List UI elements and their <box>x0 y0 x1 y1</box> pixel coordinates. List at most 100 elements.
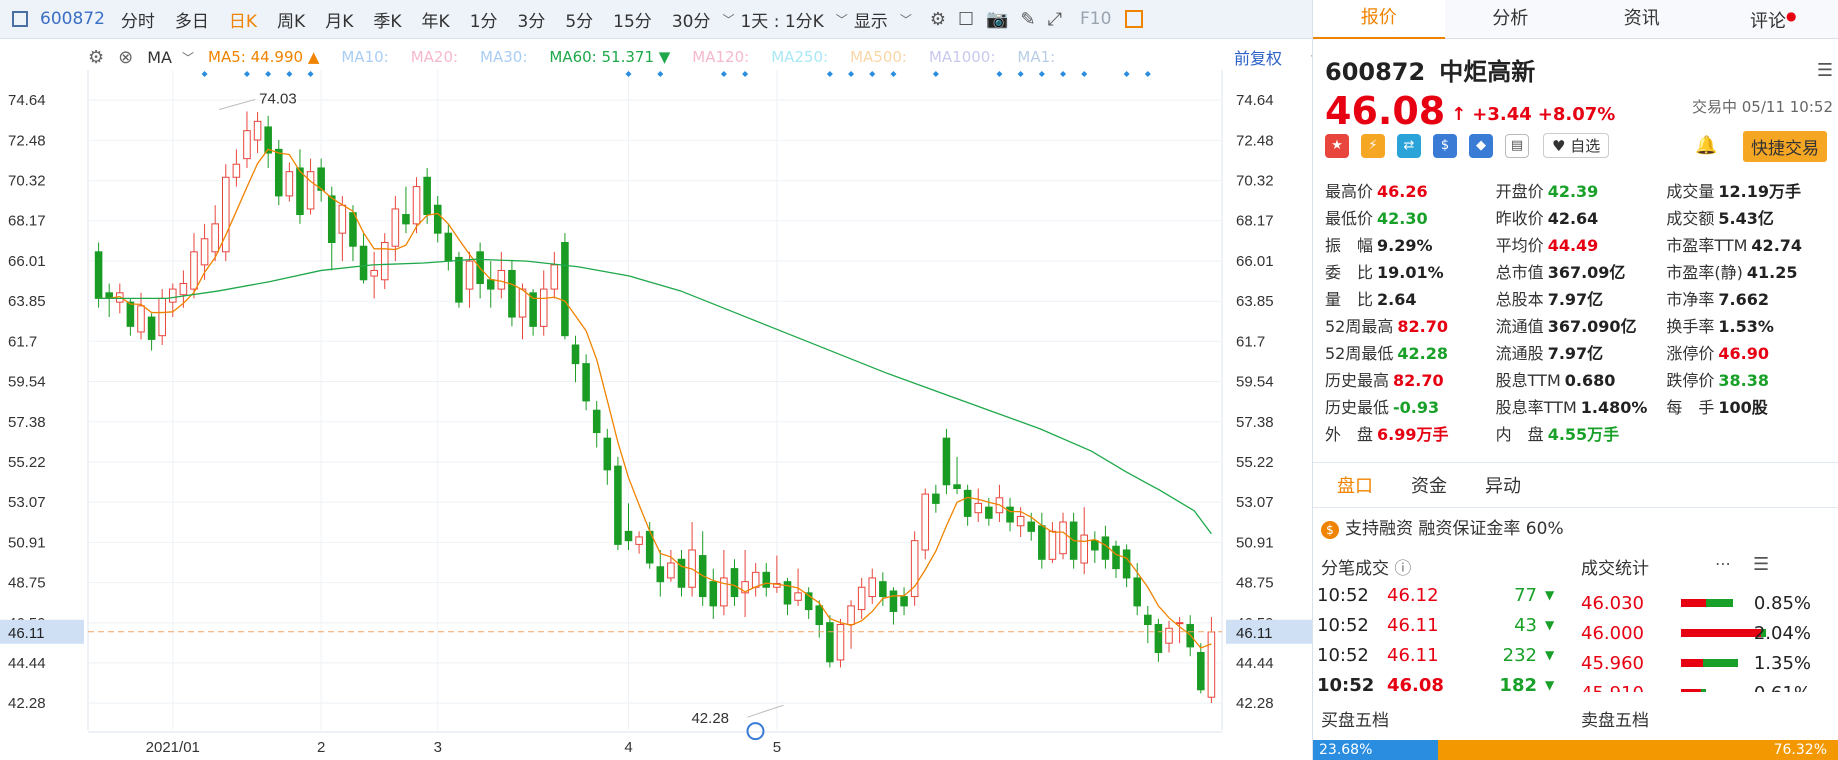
period-tab-30min[interactable]: 30分 <box>671 11 711 32</box>
period-tab-15min[interactable]: 15分 <box>613 11 652 32</box>
candle-body <box>433 204 442 234</box>
tab-fund-flow[interactable]: 资金 <box>1411 476 1447 497</box>
dollar-icon[interactable]: $ <box>1433 133 1457 158</box>
tick-list[interactable]: 10:52 46.12 77 ▼ 10:52 46.11 43 ▼ 10:52 46… <box>1317 580 1557 693</box>
more-periods-chevron-icon[interactable]: ﹀ <box>722 12 735 27</box>
quote-row: 历史最低 -0.93 股息率TTM 1.480% 每 手 100股 <box>1325 394 1837 421</box>
adjust-restore-button[interactable]: 前复权 <box>1233 49 1282 68</box>
ma-legend-item: MA5: 44.990 ▲ <box>208 48 320 66</box>
tag-icon[interactable]: ◆ <box>1469 133 1493 158</box>
stat-volume-bar <box>1681 659 1781 667</box>
candle-body <box>486 279 495 290</box>
filter-icon[interactable]: ☰ <box>1753 554 1770 575</box>
quote-field-label: 量 比 <box>1325 290 1374 309</box>
ma-legend-item: MA10: <box>341 48 389 66</box>
stat-percent: 2.04% <box>1753 622 1811 644</box>
low-annotation-leader <box>747 704 784 718</box>
period-tab-3min[interactable]: 3分 <box>517 11 546 32</box>
candle-body <box>168 288 177 303</box>
quote-field-value: 1.480% <box>1580 398 1648 417</box>
coin-icon: $ <box>1321 521 1339 539</box>
tab-order-book[interactable]: 盘口 <box>1337 476 1373 497</box>
quote-field: 最低价 42.30 <box>1325 205 1496 232</box>
camera-icon[interactable]: 📷 <box>986 8 1009 30</box>
period-tab-weekly[interactable]: 周K <box>277 11 306 32</box>
tick-volume: 43 <box>1514 614 1537 636</box>
add-watchlist-button[interactable]: ♥ 自选 <box>1543 133 1610 158</box>
quote-field-label: 涨停价 <box>1666 344 1715 363</box>
quote-field-value: 42.74 <box>1751 236 1803 255</box>
layout-icon[interactable] <box>1125 10 1144 28</box>
period-tab-5min[interactable]: 5分 <box>565 11 594 32</box>
panel-menu-icon[interactable]: ☰ <box>1816 60 1833 81</box>
period-tab-quarterly[interactable]: 季K <box>373 11 402 32</box>
y-tick-label-left: 42.28 <box>8 695 46 712</box>
f10-button[interactable]: F10 <box>1080 9 1112 29</box>
square-tool-icon[interactable]: ☐ <box>957 8 975 30</box>
period-tab-multiday[interactable]: 多日 <box>174 11 209 32</box>
tab-news[interactable]: 资讯 <box>1623 8 1660 29</box>
help-icon[interactable]: ⓘ <box>1394 559 1412 579</box>
candle-body <box>285 171 294 197</box>
ma-select[interactable]: MA <box>147 47 172 67</box>
interval-select[interactable]: 1天 : 1分K <box>740 11 824 32</box>
y-tick-label-left: 63.85 <box>8 293 46 310</box>
ma-legend-item: MA1: <box>1017 48 1056 66</box>
period-tab-intraday[interactable]: 分时 <box>120 11 155 32</box>
quote-field-label: 开盘价 <box>1495 182 1544 201</box>
tab-quote[interactable]: 报价 <box>1313 0 1445 39</box>
sell-ratio-label: 76.32% <box>1773 742 1827 758</box>
pen-icon[interactable]: ✎ <box>1020 8 1036 30</box>
settings-icon[interactable]: ⚙ <box>929 8 946 30</box>
quote-row: 历史最高 82.70 股息TTM 0.680 跌停价 38.38 <box>1325 367 1837 394</box>
stat-sell-fill <box>1701 689 1706 692</box>
candle-body <box>667 562 675 579</box>
sidebar-toggle-icon[interactable] <box>12 11 28 27</box>
display-menu[interactable]: 显示 <box>853 11 888 32</box>
event-marker <box>286 71 293 77</box>
quote-field-value: 9.29% <box>1377 236 1433 255</box>
quote-field-value: 46.26 <box>1377 182 1428 201</box>
tab-anomaly[interactable]: 异动 <box>1485 476 1521 497</box>
fullscreen-icon[interactable]: ⤢ <box>1047 8 1063 30</box>
interval-chevron-icon[interactable]: ﹀ <box>835 12 848 27</box>
tick-row: 10:52 46.12 77 ▼ <box>1317 580 1557 610</box>
event-marker <box>243 71 250 77</box>
display-chevron-icon[interactable]: ﹀ <box>899 12 912 27</box>
quote-field-value: 19.01% <box>1377 263 1444 282</box>
quote-field-label: 最高价 <box>1325 182 1374 201</box>
quote-field: 昨收价 42.64 <box>1496 205 1667 232</box>
candle-body <box>1122 549 1131 579</box>
period-tab-yearly[interactable]: 年K <box>421 11 450 32</box>
more-icon[interactable]: ⋯ <box>1715 554 1731 573</box>
quick-trade-button[interactable]: 快捷交易 <box>1743 131 1827 162</box>
candle-body <box>656 566 665 583</box>
bell-icon[interactable]: 🔔 <box>1695 135 1718 156</box>
shuffle-icon[interactable]: ⇄ <box>1397 133 1421 158</box>
candle-body <box>1027 521 1036 532</box>
candlestick-chart[interactable]: 74.64 74.64 72.48 72.48 70.32 70.32 68.17 68.17… <box>0 70 1312 760</box>
trade-stats-list[interactable]: 46.030 0.85%46.000 2.04%45.960 1.35%45.9… <box>1581 588 1838 692</box>
down-arrow-icon: ▼ <box>1545 648 1555 662</box>
tab-comments-label: 评论 <box>1750 11 1786 32</box>
tick-time: 10:52 <box>1317 614 1369 636</box>
quote-field-value: 5.43亿 <box>1718 209 1774 228</box>
tab-comments[interactable]: 评论● <box>1708 0 1838 41</box>
ma-chevron-icon[interactable]: ﹀ <box>181 50 194 65</box>
document-icon[interactable]: ▤ <box>1505 133 1529 158</box>
quote-field-value: 100股 <box>1718 398 1768 417</box>
indicator-bar: ⚙ ⊗ MA ﹀ MA5: 44.990 ▲ MA10: MA20: MA30:… <box>88 42 1364 72</box>
tab-analysis[interactable]: 分析 <box>1492 8 1529 29</box>
indicator-settings-icon[interactable]: ⚙ <box>88 46 105 68</box>
period-tab-monthly[interactable]: 月K <box>325 11 354 32</box>
period-tab-1min[interactable]: 1分 <box>469 11 498 32</box>
candle-body <box>1197 651 1205 691</box>
lightning-icon[interactable]: ⚡ <box>1361 133 1385 158</box>
period-tab-daily[interactable]: 日K <box>228 11 258 32</box>
indicator-close-icon[interactable]: ⊗ <box>118 46 134 68</box>
china-flag-icon[interactable]: ★ <box>1325 133 1349 158</box>
stock-code[interactable]: 600872 <box>40 9 105 29</box>
quote-field-label: 股息率TTM <box>1495 398 1577 417</box>
ma-legend-item: MA120: <box>692 48 750 66</box>
quote-field-label: 历史最高 <box>1325 371 1390 390</box>
